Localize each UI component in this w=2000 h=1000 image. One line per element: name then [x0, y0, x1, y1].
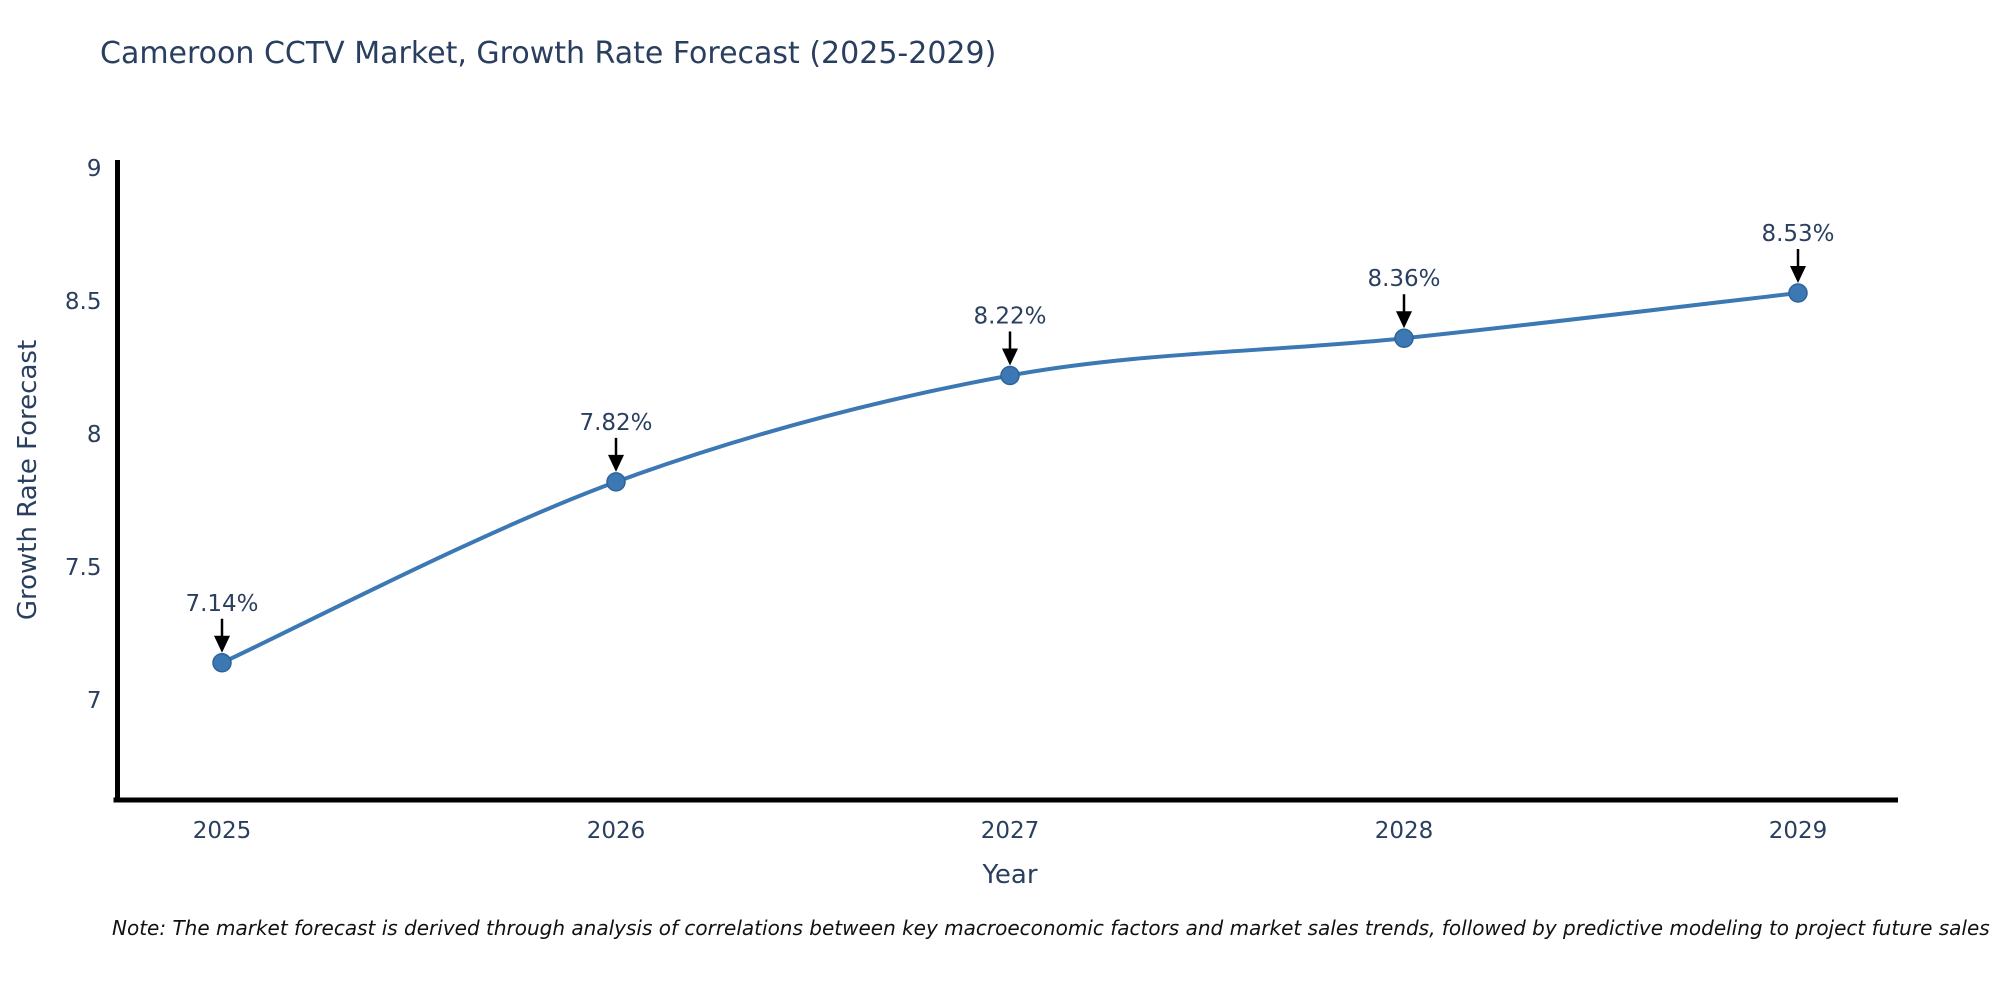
annotation-arrowhead-icon — [1002, 348, 1018, 366]
x-tick-label: 2028 — [1375, 818, 1434, 844]
annotation-arrowhead-icon — [1790, 266, 1806, 284]
point-value-label: 8.36% — [1367, 266, 1440, 292]
y-tick-label: 7 — [87, 688, 102, 714]
chart-title: Cameroon CCTV Market, Growth Rate Foreca… — [100, 36, 997, 71]
data-point[interactable] — [1000, 365, 1020, 386]
annotation-arrowhead-icon — [1396, 311, 1412, 329]
point-value-label: 8.22% — [973, 303, 1046, 329]
point-value-label: 7.82% — [579, 410, 652, 436]
x-tick-label: 2026 — [587, 818, 646, 844]
y-tick-label: 9 — [87, 156, 102, 182]
x-tick-label: 2029 — [1769, 818, 1828, 844]
x-tick-label: 2027 — [981, 818, 1040, 844]
x-tick-label: 2025 — [193, 818, 252, 844]
data-point[interactable] — [1788, 283, 1808, 303]
point-value-label: 7.14% — [185, 591, 258, 617]
y-tick-label: 8.5 — [65, 289, 102, 315]
annotation-arrowhead-icon — [608, 454, 624, 472]
data-point[interactable] — [606, 472, 626, 492]
x-axis-title: Year — [982, 860, 1038, 890]
data-point[interactable] — [1394, 328, 1414, 348]
data-point[interactable] — [212, 653, 232, 673]
y-tick-label: 8 — [87, 422, 102, 448]
point-value-label: 8.53% — [1761, 221, 1834, 247]
chart-footnote: Note: The market forecast is derived thr… — [112, 916, 1990, 940]
y-tick-label: 7.5 — [65, 555, 102, 581]
annotation-arrowhead-icon — [214, 635, 230, 653]
